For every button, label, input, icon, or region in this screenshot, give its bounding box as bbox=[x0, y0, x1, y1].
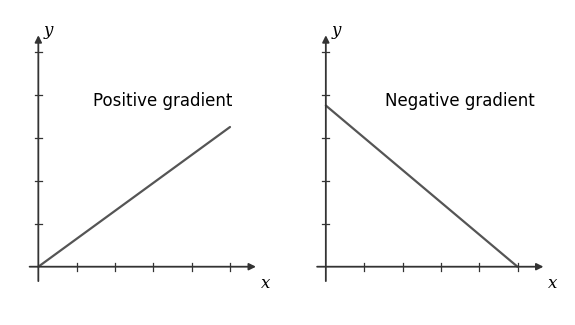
Text: y: y bbox=[44, 22, 53, 39]
Text: y: y bbox=[332, 22, 341, 39]
Text: Negative gradient: Negative gradient bbox=[385, 92, 535, 110]
Text: Positive gradient: Positive gradient bbox=[93, 92, 233, 110]
Text: x: x bbox=[548, 275, 558, 292]
Text: x: x bbox=[260, 275, 270, 292]
